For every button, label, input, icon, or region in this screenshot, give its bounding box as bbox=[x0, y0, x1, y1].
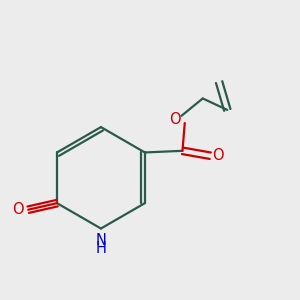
Text: N: N bbox=[95, 233, 106, 248]
Text: O: O bbox=[13, 202, 24, 217]
Text: O: O bbox=[212, 148, 223, 163]
Text: O: O bbox=[169, 112, 181, 127]
Text: H: H bbox=[95, 241, 106, 256]
